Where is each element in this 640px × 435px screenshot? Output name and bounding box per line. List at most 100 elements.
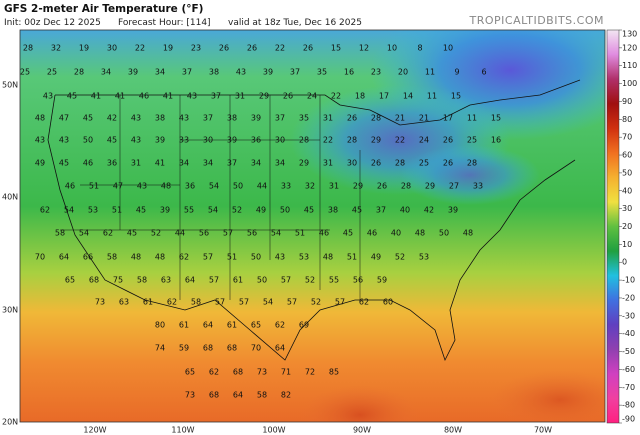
temperature-value: 68 [89,276,99,285]
temperature-value: 49 [256,206,266,215]
temperature-value: 48 [323,253,333,262]
temperature-value: 50 [280,206,290,215]
temperature-value: 68 [203,344,213,353]
temperature-value: 45 [304,206,314,215]
temperature-value: 37 [211,92,221,101]
colorbar-label: -80 [622,401,635,410]
temperature-value: 48 [35,114,45,123]
temperature-value: 62 [275,321,285,330]
init-time: Init: 00z Dec 12 2025 [4,18,101,28]
temperature-value: 51 [112,206,122,215]
temperature-value: 52 [232,206,242,215]
temperature-value: 37 [227,159,237,168]
temperature-value: 26 [443,159,453,168]
temperature-value: 45 [352,206,362,215]
temperature-value: 36 [251,136,261,145]
temperature-value: 43 [179,114,189,123]
temperature-value: 26 [247,44,257,53]
temperature-value: 21 [395,114,405,123]
temperature-value: 73 [185,391,195,400]
temperature-value: 58 [107,253,117,262]
temperature-value: 62 [359,298,369,307]
temperature-value: 29 [353,182,363,191]
temperature-value: 29 [299,159,309,168]
temperature-value: 25 [20,68,30,77]
colorbar-label: -10 [622,276,635,285]
title: GFS 2-meter Air Temperature (°F) [4,3,203,15]
temperature-value: 33 [179,136,189,145]
temperature-value: 14 [403,92,413,101]
colorbar-label: 40 [622,186,632,195]
temperature-value: 66 [83,253,93,262]
temperature-value: 23 [191,44,201,53]
temperature-value: 54 [79,229,89,238]
temperature-value: 65 [65,276,75,285]
temperature-value: 51 [347,253,357,262]
temperature-value: 55 [329,276,339,285]
temperature-value: 57 [287,298,297,307]
temperature-value: 34 [251,159,261,168]
temperature-value: 38 [155,114,165,123]
temperature-value: 56 [353,276,363,285]
temperature-value: 48 [155,253,165,262]
temperature-value: 8 [417,44,422,53]
temperature-value: 26 [443,136,453,145]
temperature-value: 55 [184,206,194,215]
colorbar-label: 70 [622,133,632,142]
temperature-value: 45 [67,92,77,101]
temperature-value: 11 [467,114,477,123]
temperature-value: 39 [263,68,273,77]
temperature-value: 30 [347,159,357,168]
temperature-value: 28 [74,68,84,77]
temperature-value: 43 [236,68,246,77]
temperature-value: 22 [323,136,333,145]
temperature-value: 57 [239,298,249,307]
longitude-label: 100W [262,426,285,435]
colorbar-label: 50 [622,168,632,177]
temperature-value: 40 [391,229,401,238]
temperature-value: 29 [425,182,435,191]
boundaries [47,79,581,362]
temperature-value: 56 [247,229,257,238]
temperature-value: 44 [175,229,185,238]
temperature-value: 69 [299,321,309,330]
map: 28 32 19 30 22 19 23 26 26 22 26 15 12 10 8 10 25 25 28 34 3… [20,30,605,422]
temperature-value: 36 [185,182,195,191]
temperature-value: 25 [419,159,429,168]
temperature-value: 28 [299,136,309,145]
temperature-value: 22 [135,44,145,53]
temperature-value: 9 [454,68,459,77]
temperature-value: 48 [131,253,141,262]
temperature-value: 16 [344,68,354,77]
temperature-value: 43 [187,92,197,101]
temperature-value: 34 [155,68,165,77]
colorbar-label: 80 [622,115,632,124]
temperature-value: 62 [103,229,113,238]
coastline [47,94,576,362]
colorbar-label: 120 [622,43,637,52]
temperature-value: 64 [275,344,285,353]
colorbar-label: -90 [622,415,635,424]
colorbar-label: 60 [622,151,632,160]
temperature-value: 10 [443,44,453,53]
temperature-value: 47 [113,182,123,191]
temperature-value: 50 [251,253,261,262]
temperature-value: 41 [163,92,173,101]
longitude-label: 120W [83,426,106,435]
temperature-value: 62 [167,298,177,307]
temperature-value: 64 [233,391,243,400]
temperature-value: 45 [107,136,117,145]
temperature-value: 85 [329,368,339,377]
colorbar-label: 0 [622,258,627,267]
temperature-value: 43 [43,92,53,101]
temperature-value: 22 [395,136,405,145]
temperature-value: 54 [271,229,281,238]
temperature-value: 57 [209,276,219,285]
temperature-value: 45 [59,159,69,168]
temperature-value: 15 [491,114,501,123]
temperature-value: 34 [203,159,213,168]
forecast-hour: Forecast Hour: [114] [118,18,211,28]
colorbar-label: 110 [622,61,637,70]
temperature-value: 58 [137,276,147,285]
